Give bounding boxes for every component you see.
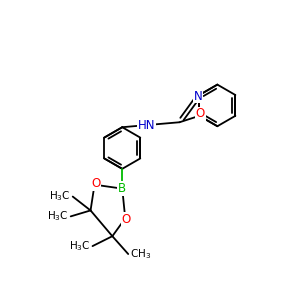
Text: O: O <box>196 107 205 120</box>
Text: O: O <box>91 177 100 190</box>
Text: O: O <box>122 213 131 226</box>
Text: HN: HN <box>138 118 155 132</box>
Text: H$_3$C: H$_3$C <box>69 239 91 253</box>
Text: CH$_3$: CH$_3$ <box>130 247 152 261</box>
Text: H$_3$C: H$_3$C <box>47 209 69 223</box>
Text: H$_3$C: H$_3$C <box>49 190 71 203</box>
Text: N: N <box>194 89 203 103</box>
Text: B: B <box>118 182 126 195</box>
